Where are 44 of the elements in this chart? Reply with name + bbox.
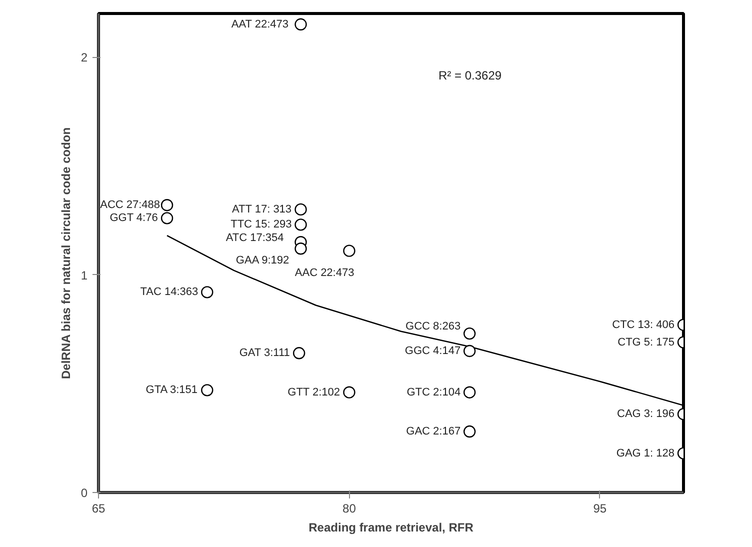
- point: [294, 18, 307, 30]
- x-tick-label: 80: [342, 502, 356, 516]
- point: [463, 344, 476, 358]
- y-tick-label: 1: [80, 268, 88, 282]
- annotation: GCC 8:263: [406, 320, 461, 333]
- point: [343, 386, 356, 398]
- point: [294, 242, 307, 255]
- annotation: GTA 3:151: [146, 384, 198, 396]
- annotation: GAT 3:111: [239, 347, 290, 360]
- x-tick-label: 95: [593, 502, 607, 516]
- annotation: ATC 17:354: [226, 232, 284, 244]
- annotation: TTC 15: 293: [230, 218, 292, 231]
- annotation: CAG 3: 196: [617, 408, 675, 420]
- x-axis-title: Reading frame retrieval, RFR: [308, 520, 474, 534]
- annotation: ACC 27:488: [100, 199, 160, 212]
- annotation: CTC 13: 406: [612, 318, 675, 331]
- y-axis-title: DelRNA bias for natural circular code codon: [58, 127, 73, 380]
- y-tick-label: 0: [80, 486, 88, 500]
- annotation: GAA 9:192: [236, 254, 290, 267]
- point: [294, 218, 307, 231]
- annotation: GGT 4:76: [110, 212, 158, 224]
- point: [160, 212, 174, 224]
- annotation: ATT 17: 313: [232, 203, 292, 216]
- annotation: CTG 5: 175: [618, 336, 674, 348]
- point: [463, 425, 476, 438]
- annotation: TAC 14:363: [140, 286, 198, 298]
- annotation: GAG 1: 128: [616, 447, 675, 460]
- point: [294, 203, 307, 216]
- point: [343, 244, 356, 257]
- point: [463, 327, 476, 340]
- x-tick-label: 65: [92, 502, 106, 516]
- annotation: R² = 0.3629: [438, 68, 502, 82]
- annotation: AAT 22:473: [231, 18, 289, 30]
- annotation: GGC 4:147: [404, 344, 461, 357]
- point: [292, 347, 306, 360]
- point: [201, 384, 214, 396]
- annotation: AAC 22:473: [294, 266, 354, 279]
- annotation: GTC 2:104: [406, 386, 461, 398]
- point: [160, 199, 174, 212]
- point: [463, 386, 476, 398]
- annotation: GTT 2:102: [288, 386, 340, 398]
- y-tick-label: 2: [80, 50, 88, 65]
- point: [201, 286, 214, 298]
- annotation: GAC 2:167: [406, 426, 461, 438]
